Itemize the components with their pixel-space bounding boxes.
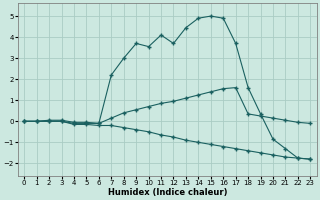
X-axis label: Humidex (Indice chaleur): Humidex (Indice chaleur) xyxy=(108,188,227,197)
